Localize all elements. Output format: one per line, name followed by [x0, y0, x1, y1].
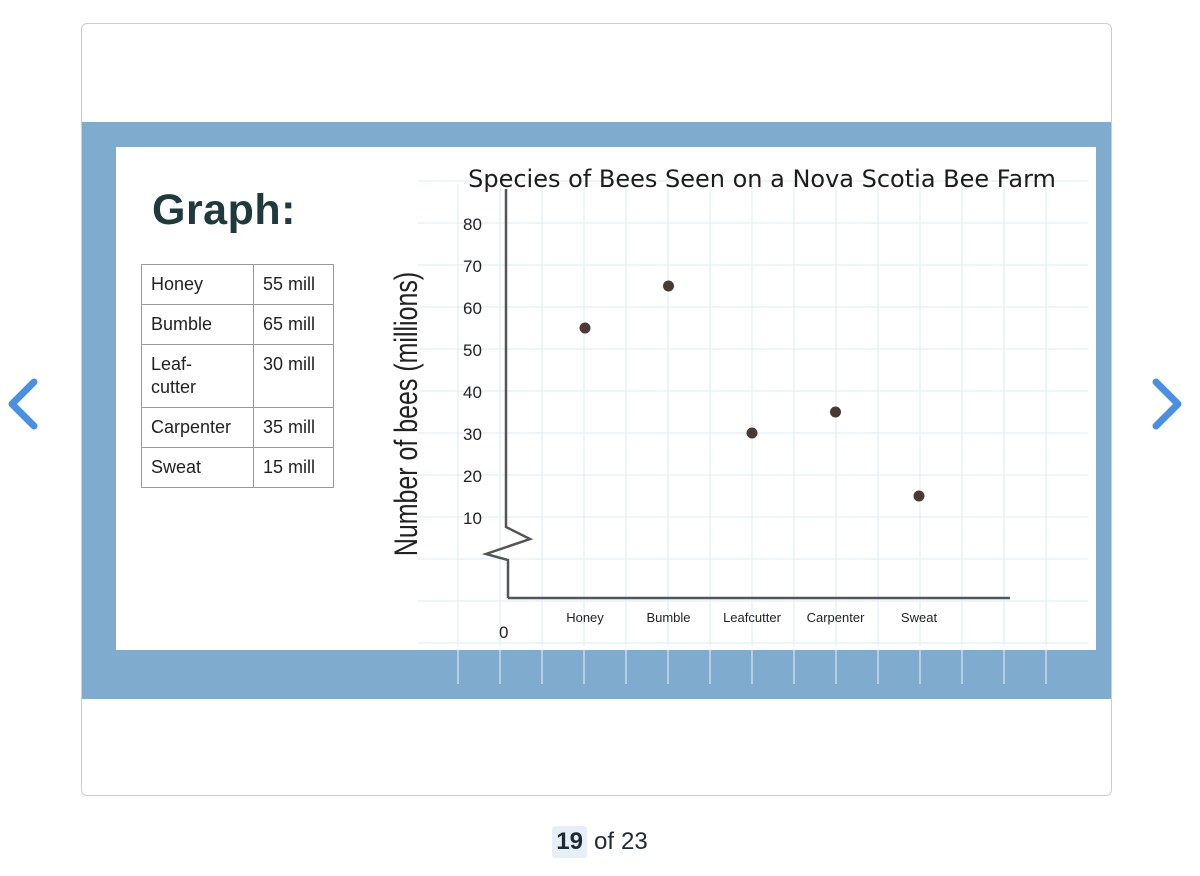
grid-overflow-lines [457, 650, 1047, 684]
total-slides: 23 [621, 828, 648, 855]
slide-pager: 19 of 23 [0, 826, 1200, 858]
chevron-right-icon [1152, 378, 1182, 430]
data-point [579, 322, 591, 334]
table-row: Bumble 65 mill [141, 304, 334, 345]
species-count-cell: 65 mill [253, 304, 334, 345]
x-tick-label: Sweat [901, 610, 938, 625]
table-row: Sweat 15 mill [141, 447, 334, 488]
species-name-cell: Honey [141, 264, 254, 305]
data-point [746, 427, 758, 439]
pager-of-label: of [593, 828, 614, 855]
x-tick-label: Honey [566, 610, 604, 625]
data-point [913, 490, 925, 502]
slide-heading: Graph: [152, 186, 296, 234]
y-tick-label: 70 [463, 257, 482, 276]
y-tick-label: 30 [463, 425, 482, 444]
x-tick-label: Carpenter [807, 610, 865, 625]
species-count-cell: 30 mill [253, 344, 334, 408]
data-point [663, 280, 674, 292]
species-count-cell: 35 mill [253, 407, 334, 448]
species-name-cell: Bumble [141, 304, 254, 345]
y-tick-label: 50 [463, 341, 482, 360]
x-tick-label: Bumble [646, 610, 690, 625]
species-count-cell: 55 mill [253, 264, 334, 305]
current-slide-number: 19 [552, 826, 587, 858]
species-name-cell: Sweat [141, 447, 254, 488]
chevron-left-icon [8, 378, 38, 430]
species-name-cell: Carpenter [141, 407, 254, 448]
x-tick-label: Leafcutter [723, 610, 781, 625]
grid [418, 180, 1088, 646]
species-count-cell: 15 mill [253, 447, 334, 488]
y-axis-label: Number of bees (millions) [389, 272, 425, 556]
origin-label: 0 [499, 623, 508, 642]
y-tick-label: 20 [463, 467, 482, 486]
data-points [579, 280, 925, 502]
table-row: Honey 55 mill [141, 264, 334, 305]
table-row: Leaf- cutter 30 mill [141, 344, 334, 408]
y-tick-label: 80 [463, 215, 482, 234]
previous-slide-button[interactable] [0, 374, 44, 434]
x-tick-labels: Honey Bumble Leafcutter Carpenter Sweat [566, 610, 937, 625]
next-slide-button[interactable] [1146, 374, 1190, 434]
y-tick-labels: 10 20 30 40 50 60 70 80 0 [463, 215, 508, 642]
data-point [830, 406, 841, 418]
axes [481, 189, 1010, 600]
slide-canvas: Species of Bees Seen on a Nova Scotia Be… [116, 147, 1096, 684]
y-tick-label: 40 [463, 383, 482, 402]
table-row: Carpenter 35 mill [141, 407, 334, 448]
y-tick-label: 10 [463, 509, 482, 528]
chart-title: Species of Bees Seen on a Nova Scotia Be… [468, 165, 1056, 193]
y-tick-label: 60 [463, 299, 482, 318]
data-table: Honey 55 mill Bumble 65 mill Leaf- cutter 30 … [141, 264, 334, 488]
y-axis [481, 189, 534, 598]
slide-card: Species of Bees Seen on a Nova Scotia Be… [81, 23, 1112, 796]
species-name-cell: Leaf- cutter [141, 344, 254, 408]
